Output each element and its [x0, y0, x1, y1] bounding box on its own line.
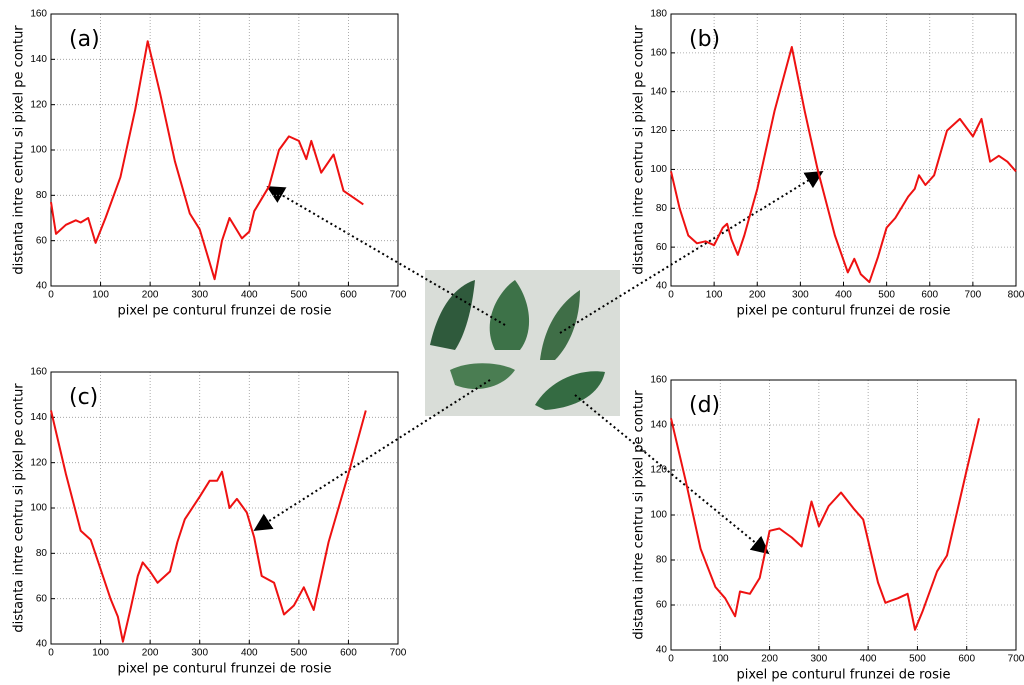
- y-tick-label: 120: [650, 125, 667, 136]
- x-tick-label: 0: [668, 290, 674, 301]
- x-tick-label: 500: [291, 290, 308, 301]
- y-tick-label: 60: [656, 242, 668, 253]
- y-tick-label: 140: [650, 86, 667, 97]
- chart: 0 100 200 300 400 500 600 700 40 60 80 100 120 140 160…: [12, 9, 407, 319]
- x-tick-label: 400: [860, 654, 877, 665]
- y-tick-label: 140: [30, 412, 47, 423]
- x-tick-label: 400: [241, 290, 258, 301]
- x-tick-label: 300: [792, 290, 809, 301]
- y-tick-label: 100: [30, 145, 47, 156]
- x-tick-label: 500: [878, 290, 895, 301]
- x-tick-label: 300: [811, 654, 828, 665]
- x-tick-label: 500: [291, 648, 308, 659]
- leaf-photo: [425, 270, 620, 416]
- x-axis-label: pixel pe conturul frunzei de rosie: [736, 304, 950, 319]
- x-tick-label: 100: [712, 654, 729, 665]
- x-tick-label: 100: [706, 290, 723, 301]
- y-tick-label: 140: [30, 54, 47, 65]
- x-tick-label: 800: [1008, 290, 1024, 301]
- y-tick-label: 120: [30, 457, 47, 468]
- annotation: (a): [69, 27, 100, 52]
- data-line: [670, 418, 980, 631]
- x-tick-label: 700: [390, 290, 407, 301]
- x-tick-label: 0: [668, 654, 674, 665]
- y-tick-label: 160: [650, 375, 667, 386]
- y-tick-label: 80: [656, 203, 668, 214]
- y-tick-label: 160: [30, 367, 47, 378]
- y-tick-label: 120: [650, 465, 667, 476]
- y-tick-label: 160: [30, 9, 47, 20]
- arrows: [253, 171, 824, 555]
- y-tick-label: 100: [650, 164, 667, 175]
- chart: 0 100 200 300 400 500 600 700 40 60 80 100 120 140 160…: [12, 367, 407, 677]
- x-tick-label: 400: [835, 290, 852, 301]
- x-tick-label: 600: [958, 654, 975, 665]
- y-axis-label: distanta intre centru si pixel pe contur: [12, 383, 27, 633]
- x-tick-label: 0: [48, 290, 54, 301]
- y-tick-label: 80: [36, 190, 48, 201]
- y-tick-label: 40: [36, 281, 48, 292]
- x-tick-label: 100: [92, 290, 109, 301]
- x-tick-label: 300: [191, 648, 208, 659]
- data-line: [50, 40, 364, 281]
- x-tick-label: 700: [1008, 654, 1024, 665]
- y-tick-label: 80: [36, 548, 48, 559]
- x-axis-label: pixel pe conturul frunzei de rosie: [117, 304, 331, 319]
- y-tick-label: 100: [650, 510, 667, 521]
- data-line: [50, 410, 367, 643]
- y-axis-label: distanta intre centru si pixel pe contur: [632, 25, 647, 275]
- x-tick-label: 200: [142, 648, 159, 659]
- x-tick-label: 200: [749, 290, 766, 301]
- plot-frame: [670, 13, 1017, 287]
- x-tick-label: 700: [965, 290, 982, 301]
- x-tick-label: 700: [390, 648, 407, 659]
- y-tick-label: 80: [656, 555, 668, 566]
- annotation: (c): [69, 385, 98, 410]
- y-tick-label: 120: [30, 99, 47, 110]
- plot-frame: [670, 379, 1017, 651]
- plot-frame: [50, 13, 399, 287]
- y-tick-label: 40: [656, 281, 668, 292]
- y-axis-label: distanta intre centru si pixel pe contur: [632, 390, 647, 640]
- y-tick-label: 40: [656, 645, 668, 656]
- y-tick-label: 160: [650, 47, 667, 58]
- chart: 0 100 200 300 400 500 600 700 800 40 60 80 100 120 140…: [632, 9, 1024, 319]
- x-tick-label: 300: [191, 290, 208, 301]
- x-tick-label: 600: [340, 648, 357, 659]
- y-tick-label: 100: [30, 503, 47, 514]
- x-tick-label: 200: [761, 654, 778, 665]
- annotation: (b): [689, 27, 720, 52]
- y-tick-label: 140: [650, 420, 667, 431]
- data-line: [670, 46, 1017, 284]
- x-tick-label: 500: [909, 654, 926, 665]
- x-axis-label: pixel pe conturul frunzei de rosie: [736, 668, 950, 683]
- x-tick-label: 600: [340, 290, 357, 301]
- y-tick-label: 60: [656, 600, 668, 611]
- chart: 0 100 200 300 400 500 600 700 40 60 80 100 120 140 160…: [632, 375, 1024, 683]
- annotation: (d): [689, 393, 720, 418]
- x-tick-label: 400: [241, 648, 258, 659]
- x-tick-label: 200: [142, 290, 159, 301]
- y-tick-label: 60: [36, 593, 48, 604]
- x-tick-label: 100: [92, 648, 109, 659]
- x-tick-label: 0: [48, 648, 54, 659]
- x-axis-label: pixel pe conturul frunzei de rosie: [117, 662, 331, 677]
- y-axis-label: distanta intre centru si pixel pe contur: [12, 25, 27, 275]
- y-tick-label: 60: [36, 235, 48, 246]
- y-tick-label: 40: [36, 639, 48, 650]
- y-tick-label: 180: [650, 9, 667, 20]
- x-tick-label: 600: [921, 290, 938, 301]
- plot-frame: [50, 371, 399, 645]
